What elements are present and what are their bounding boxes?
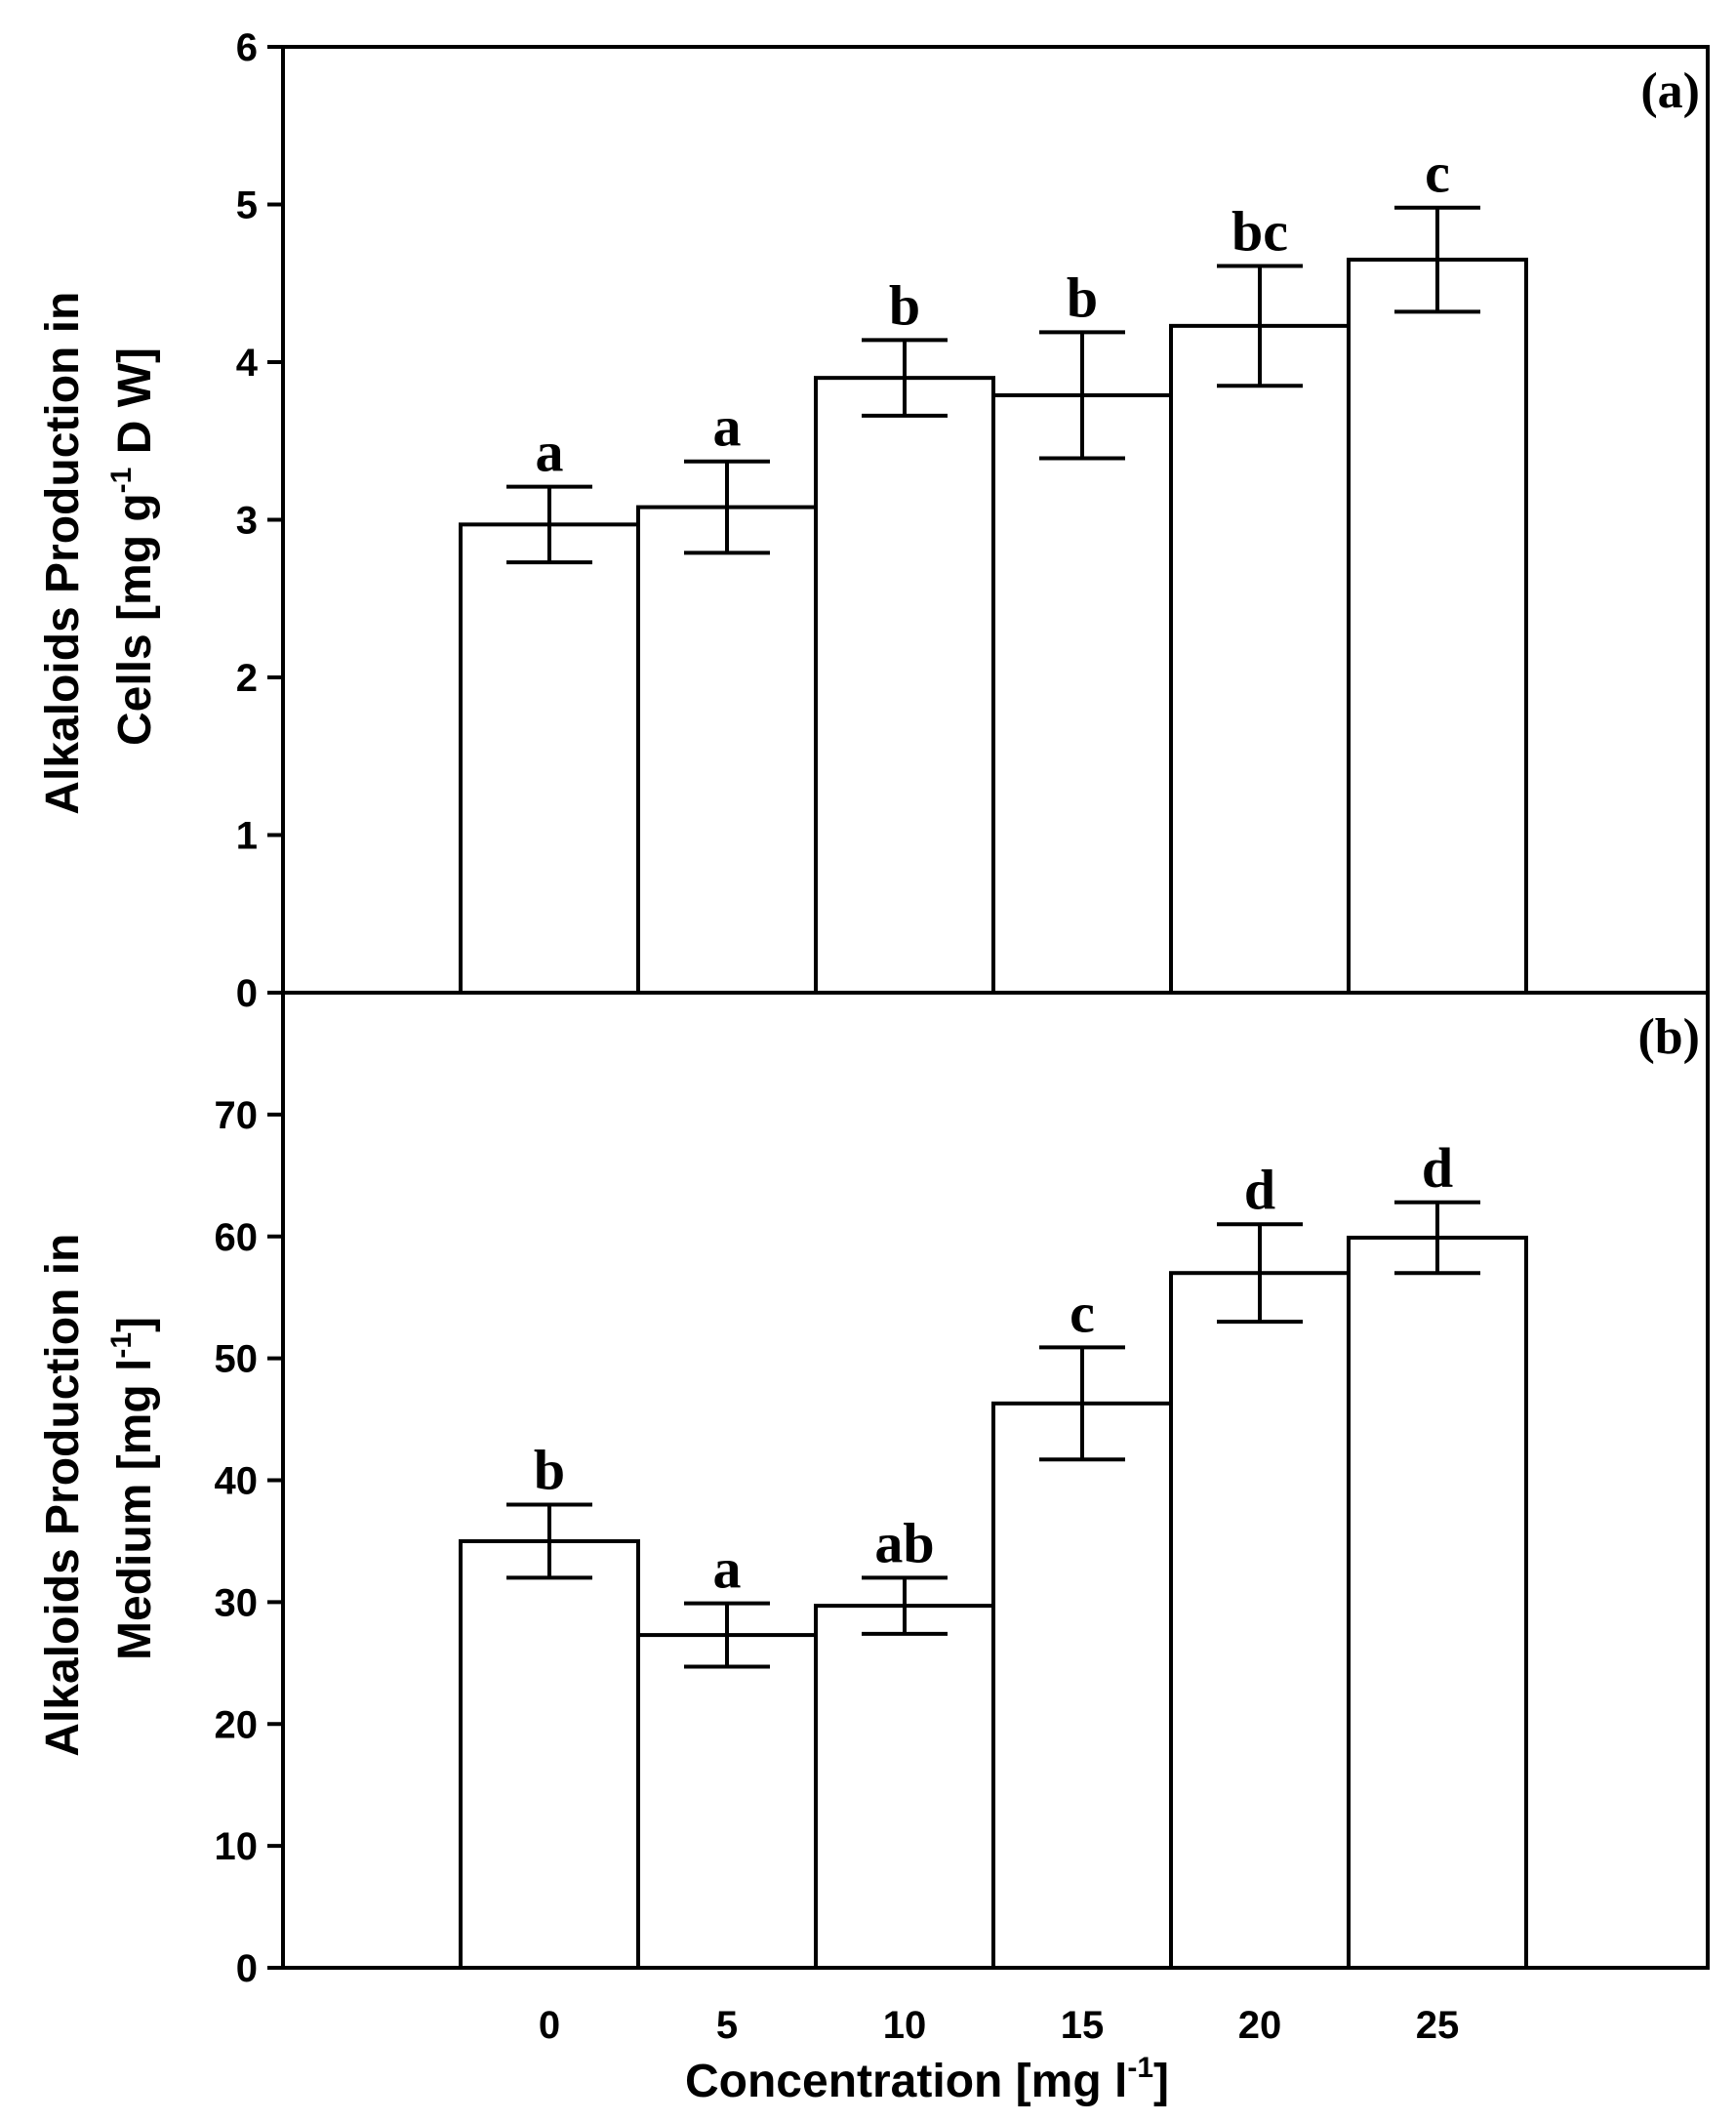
- y-axis-title-a-line2: Cells [mg g-1 D W]: [105, 347, 161, 746]
- significance-label-a-10: b: [889, 273, 920, 337]
- panel-label-b: (b): [1637, 1009, 1700, 1065]
- x-axis-title-sup: -1: [1127, 2052, 1153, 2084]
- bar-b-0: [459, 1538, 640, 1970]
- significance-label-a-25: c: [1425, 142, 1450, 205]
- significance-label-a-5: a: [713, 395, 742, 459]
- bar-a-5: [636, 505, 818, 996]
- y-axis-title-b-line1: Alkaloids Production in: [37, 1234, 89, 1757]
- y-tick-label-b: 40: [215, 1460, 259, 1503]
- y-axis-title-a-line1: Alkaloids Production in: [37, 292, 89, 815]
- x-tick-label: 5: [716, 2004, 738, 2047]
- x-tick-label: 0: [539, 2004, 560, 2047]
- y-axis-title-b-sup: -1: [105, 1332, 138, 1359]
- y-tick-label-a: 1: [236, 815, 258, 858]
- significance-label-b-25: d: [1422, 1136, 1453, 1200]
- significance-label-b-5: a: [713, 1537, 742, 1601]
- y-axis-title-b-end: ]: [109, 1317, 161, 1332]
- bar-b-5: [636, 1633, 818, 1971]
- y-axis-title-b: Alkaloids Production in Medium [mg l-1]: [37, 1220, 161, 1756]
- bar-b-20: [1169, 1271, 1351, 1970]
- bar-a-15: [991, 392, 1173, 996]
- bar-b-15: [991, 1401, 1173, 1970]
- significance-label-b-0: b: [534, 1438, 565, 1501]
- y-axis-title-a-end: D W]: [109, 347, 161, 468]
- bar-a-0: [459, 522, 640, 995]
- x-axis-title: Concentration [mg l-1]: [685, 2052, 1169, 2107]
- bar-b-10: [814, 1604, 995, 1970]
- significance-label-a-0: a: [536, 421, 564, 484]
- y-tick-label-b: 30: [215, 1581, 259, 1624]
- y-tick-label-b: 60: [215, 1216, 259, 1259]
- y-tick-label-a: 4: [236, 342, 259, 385]
- significance-label-a-20: bc: [1231, 199, 1288, 263]
- y-tick-label-b: 20: [215, 1703, 259, 1746]
- y-tick-label-b: 50: [215, 1338, 259, 1381]
- panel-b: 0 10 20 30 40 50 60 70 (b) b a ab c d d 0 5 10 15 20 25: [215, 991, 1710, 2047]
- significance-label-a-15: b: [1067, 265, 1098, 329]
- significance-label-b-10: ab: [874, 1511, 934, 1574]
- significance-label-b-20: d: [1244, 1158, 1275, 1221]
- y-tick-label-a: 5: [236, 184, 258, 227]
- y-axis-title-a-main: Cells [mg g: [109, 493, 161, 746]
- y-tick-label-b: 70: [215, 1094, 259, 1137]
- bar-a-25: [1347, 258, 1528, 995]
- y-tick-label-a: 6: [236, 26, 258, 69]
- y-axis-title-b-main: Medium [mg l: [109, 1359, 161, 1660]
- bar-a-10: [814, 376, 995, 995]
- panel-label-a: (a): [1640, 63, 1700, 119]
- x-tick-label: 10: [883, 2004, 927, 2047]
- panel-a: 0 1 2 3 4 5 6 (a) a a b b bc c: [236, 26, 1710, 1015]
- y-tick-label-a: 2: [236, 657, 258, 700]
- x-tick-label: 20: [1238, 2004, 1282, 2047]
- x-tick-label: 15: [1061, 2004, 1105, 2047]
- x-tick-label: 25: [1416, 2004, 1460, 2047]
- y-tick-label-b: 10: [215, 1825, 259, 1868]
- y-tick-label-a: 3: [236, 500, 258, 543]
- significance-label-b-15: c: [1070, 1281, 1095, 1344]
- y-tick-label-b: 0: [236, 1947, 258, 1990]
- y-tick-label-a: 0: [236, 972, 258, 1015]
- x-axis-title-main: Concentration [mg l: [685, 2056, 1127, 2107]
- y-axis-title-a: Alkaloids Production in Cells [mg g-1 D …: [37, 278, 161, 814]
- bar-b-25: [1347, 1235, 1528, 1970]
- y-axis-title-b-line2: Medium [mg l-1]: [105, 1317, 161, 1660]
- y-axis-title-a-sup: -1: [105, 468, 138, 494]
- x-axis-title-end: ]: [1153, 2056, 1169, 2107]
- bar-a-20: [1169, 323, 1351, 996]
